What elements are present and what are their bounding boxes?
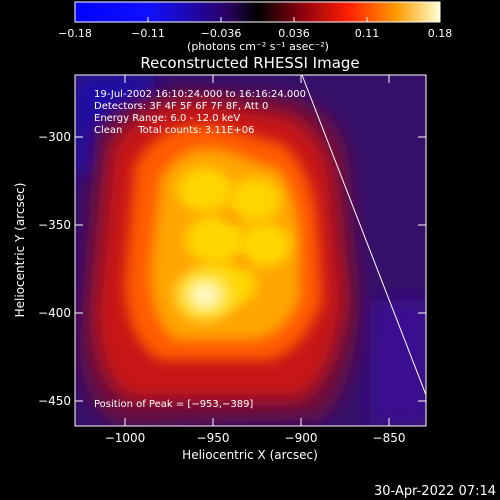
colorbar-tick-label: 0.11	[355, 27, 380, 40]
colorbar-tick-label: 0.18	[428, 27, 453, 40]
x-axis-label: Heliocentric X (arcsec)	[182, 448, 318, 462]
colorbar-tick-label: −0.18	[58, 27, 92, 40]
peak-position-label: Position of Peak = [−953,−389]	[94, 399, 253, 410]
colorbar-ticks	[74, 17, 441, 22]
x-tick-label: −950	[197, 431, 230, 445]
y-axis-label: Heliocentric Y (arcsec)	[13, 183, 27, 318]
solar-limb	[301, 74, 427, 396]
axis-ticks	[75, 75, 426, 426]
image-title: Reconstructed RHESSI Image	[140, 54, 359, 72]
colorbar-tick-label: −0.036	[201, 27, 242, 40]
footer-timestamp: 30-Apr-2022 07:14	[374, 484, 496, 499]
x-tick-label: −900	[285, 431, 318, 445]
y-tick-label: −350	[38, 218, 71, 232]
x-tick-label: −1000	[105, 431, 146, 445]
y-tick-label: −400	[38, 306, 71, 320]
colorbar-tick-label: −0.11	[131, 27, 165, 40]
y-tick-label: −450	[38, 394, 71, 408]
colorbar	[74, 1, 441, 23]
plot-frame	[74, 74, 427, 427]
rhessi-image	[75, 75, 426, 426]
annotation-time-range: 19-Jul-2002 16:10:24.000 to 16:16:24.000	[94, 89, 306, 100]
colorbar-tick-label: 0.036	[278, 27, 310, 40]
annotation-clean-counts: Clean Total counts: 3.11E+06	[94, 125, 254, 136]
colorbar-unit-label: (photons cm⁻² s⁻¹ asec⁻²)	[187, 40, 329, 53]
annotation-detectors: Detectors: 3F 4F 5F 6F 7F 8F, Att 0	[94, 101, 268, 112]
y-tick-label: −300	[38, 130, 71, 144]
annotation-energy-range: Energy Range: 6.0 - 12.0 keV	[94, 113, 240, 124]
x-tick-label: −850	[373, 431, 406, 445]
